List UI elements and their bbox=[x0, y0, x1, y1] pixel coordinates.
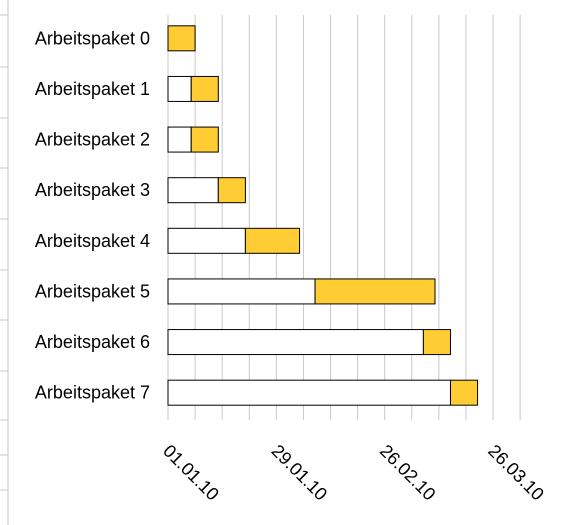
category-label-6: Arbeitspaket 6 bbox=[35, 332, 150, 352]
bar-remaining-7 bbox=[449, 379, 479, 406]
x-axis-ticks: 01.01.10 29.01.10 26.02.10 26.03.10 bbox=[159, 441, 548, 505]
bar-elapsed-2 bbox=[167, 126, 192, 153]
category-label-4: Arbeitspaket 4 bbox=[35, 231, 150, 251]
category-label-7: Arbeitspaket 7 bbox=[35, 383, 150, 403]
category-label-3: Arbeitspaket 3 bbox=[35, 180, 150, 200]
bar-remaining-5 bbox=[314, 278, 436, 305]
category-label-2: Arbeitspaket 2 bbox=[35, 130, 150, 150]
bar-remaining-6 bbox=[422, 329, 451, 356]
x-tick-label-3: 26.03.10 bbox=[484, 441, 548, 505]
bar-elapsed-7 bbox=[167, 379, 451, 406]
bar-remaining-4 bbox=[244, 227, 301, 254]
x-tick-label-1: 29.01.10 bbox=[268, 441, 332, 505]
category-labels: Arbeitspaket 0 Arbeitspaket 1 Arbeitspaket… bbox=[35, 28, 150, 402]
bar-elapsed-5 bbox=[167, 278, 316, 305]
category-label-5: Arbeitspaket 5 bbox=[35, 281, 150, 301]
x-tick-label-0: 01.01.10 bbox=[159, 441, 223, 505]
category-label-0: Arbeitspaket 0 bbox=[35, 28, 150, 48]
gridlines bbox=[0, 0, 521, 525]
bar-remaining-3 bbox=[217, 177, 246, 204]
bar-remaining-2 bbox=[190, 126, 219, 153]
bar-elapsed-3 bbox=[167, 177, 219, 204]
category-label-1: Arbeitspaket 1 bbox=[35, 79, 150, 99]
bar-elapsed-1 bbox=[167, 75, 192, 102]
bar-remaining-1 bbox=[190, 75, 219, 102]
bars bbox=[167, 25, 479, 406]
bar-elapsed-4 bbox=[167, 227, 246, 254]
bar-remaining-0 bbox=[167, 25, 196, 52]
x-tick-label-2: 26.02.10 bbox=[376, 441, 440, 505]
bar-elapsed-6 bbox=[167, 329, 424, 356]
